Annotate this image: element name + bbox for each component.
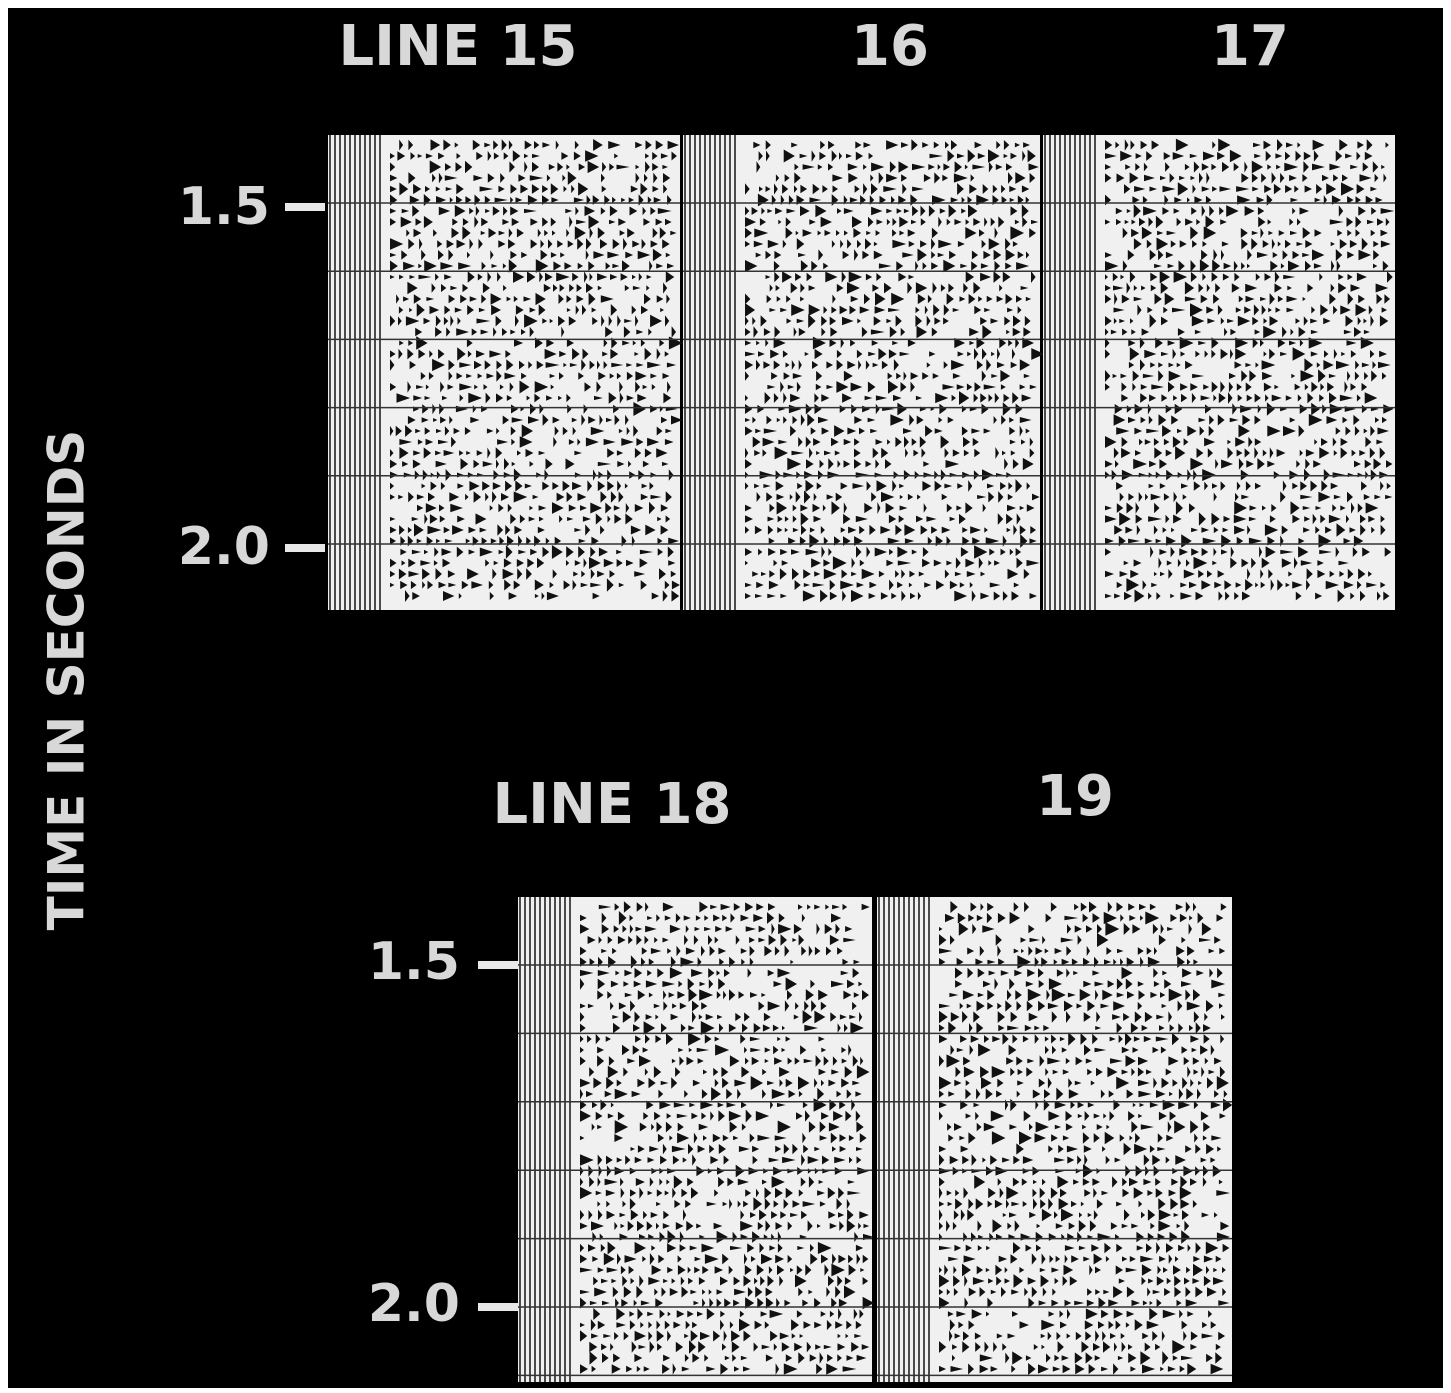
line-label: LINE 15 [338,14,577,79]
time-label: 1.5 [368,932,460,992]
line-label: 16 [851,14,929,79]
line-label: 19 [1036,764,1114,829]
line-label: LINE 18 [492,772,731,837]
time-label: 2.0 [368,1274,460,1334]
time-tick [285,544,325,552]
time-tick [285,203,325,211]
time-tick [478,961,518,969]
time-label: 2.0 [178,517,270,577]
time-label: 1.5 [178,177,270,237]
line-label: 17 [1211,14,1289,79]
axis-label: TIME IN SECONDS [38,430,96,931]
time-tick [478,1303,518,1311]
figure: TIME IN SECONDS LINE 15 16 17 1.5 2.0 LI… [0,0,1451,1393]
